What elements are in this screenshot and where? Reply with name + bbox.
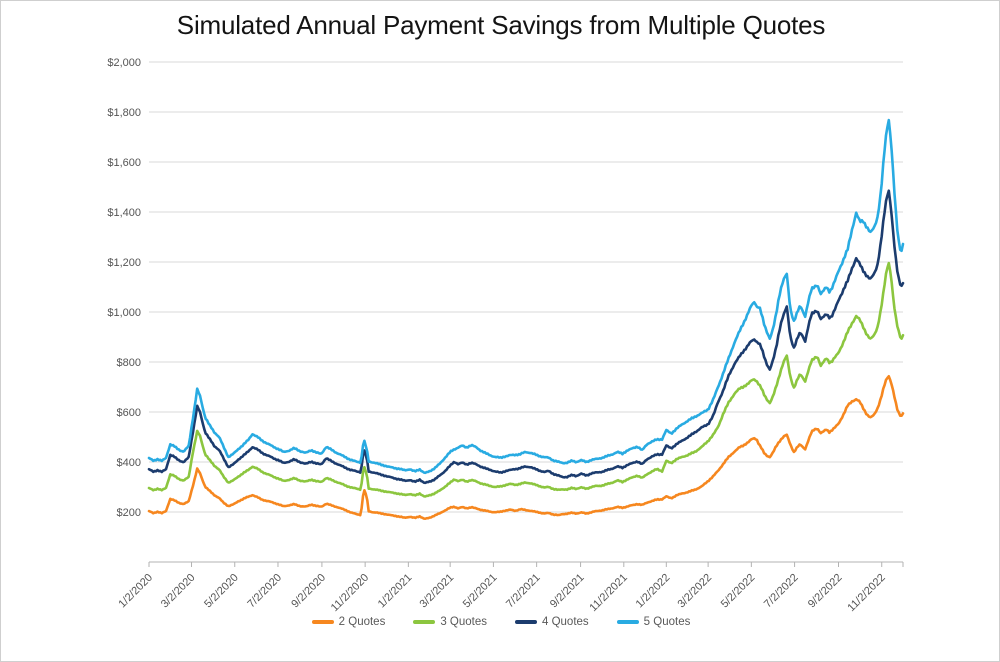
legend-label: 2 Quotes [338,616,386,628]
legend-swatch [311,620,334,624]
x-tick-label: 3/2/2020 [159,572,198,611]
legend-swatch [413,620,436,624]
x-tick-label: 11/2/2021 [587,572,630,615]
series-line-4-quotes [147,189,905,485]
series-line-3-quotes [147,261,905,498]
legend-item-2-quotes: 2 Quotes [311,616,386,628]
x-tick-label: 9/2/2022 [806,572,845,611]
y-tick-label: $2,000 [107,57,141,69]
y-tick-label: $1,800 [107,107,141,119]
legend-item-5-quotes: 5 Quotes [616,616,691,628]
legend-item-4-quotes: 4 Quotes [515,616,589,628]
x-tick-label: 11/2/2022 [845,572,888,615]
legend-label: 4 Quotes [542,616,589,628]
x-tick-label: 7/2/2021 [504,572,543,611]
x-tick-label: 5/2/2020 [202,572,241,611]
y-tick-label: $1,200 [107,257,141,269]
x-tick-label: 1/2/2020 [116,572,155,611]
y-tick-label: $1,400 [107,207,141,219]
y-tick-label: $200 [117,507,141,519]
y-tick-label: $1,600 [107,157,141,169]
legend-swatch [515,620,537,624]
chart-title: Simulated Annual Payment Savings from Mu… [176,10,826,40]
legend-swatch [616,620,639,624]
legend-item-3-quotes: 3 Quotes [413,616,487,628]
y-tick-label: $1,000 [107,307,141,319]
x-tick-label: 5/2/2022 [719,572,758,611]
series-line-2-quotes [147,374,905,521]
x-tick-label: 5/2/2021 [461,572,500,611]
y-tick-label: $600 [117,407,141,419]
x-tick-label: 1/2/2022 [634,572,673,611]
x-tick-label: 3/2/2022 [675,572,714,611]
legend-label: 3 Quotes [440,616,487,628]
x-tick-label: 9/2/2020 [289,572,328,611]
x-tick-label: 7/2/2020 [245,572,284,611]
x-tick-label: 3/2/2021 [418,572,457,611]
x-tick-label: 1/2/2021 [376,572,415,611]
x-tick-label: 11/2/2020 [329,572,372,615]
chart-legend: 2 Quotes 3 Quotes 4 Quotes 5 Quotes [1,616,999,628]
x-tick-label: 9/2/2021 [548,572,587,611]
x-tick-label: 7/2/2022 [762,572,801,611]
series-line-5-quotes [147,118,905,475]
y-tick-label: $400 [117,457,141,469]
legend-label: 5 Quotes [643,616,691,628]
y-tick-label: $800 [117,357,141,369]
